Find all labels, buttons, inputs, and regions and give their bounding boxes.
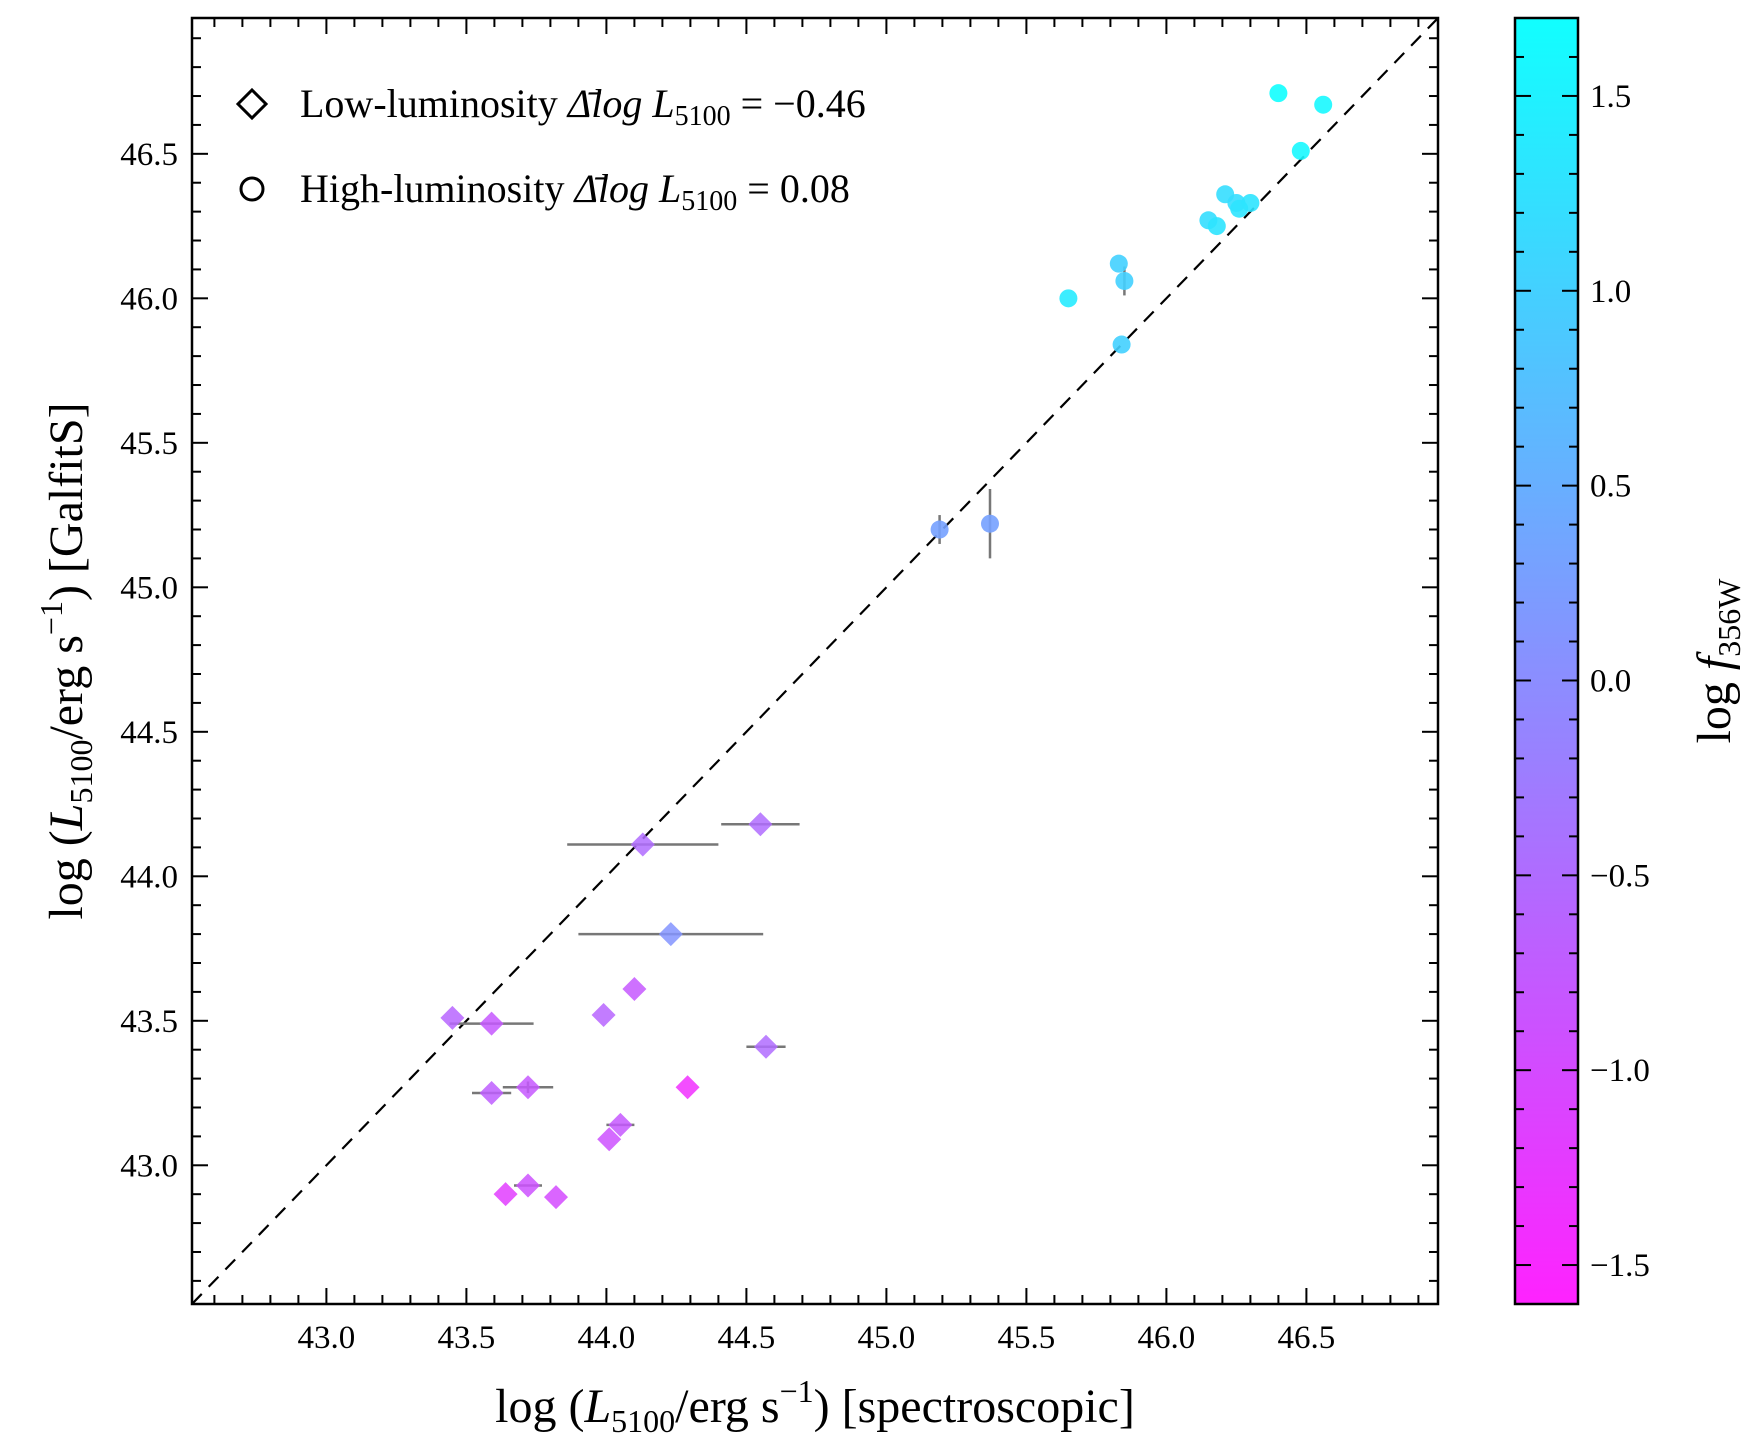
colorbar-tick-label: 1.5 <box>1590 79 1631 115</box>
x-tick-label: 44.0 <box>578 1320 636 1356</box>
diamond-point <box>591 1003 616 1028</box>
x-tick-label: 44.5 <box>718 1320 776 1356</box>
legend-low-stat-sub: 5100 <box>675 101 731 132</box>
colorbar-label: log f356W <box>1688 578 1747 744</box>
x-tick-labels: 43.0 43.5 44.0 44.5 45.0 45.5 46.0 46.5 <box>298 1320 1336 1356</box>
circle-point <box>930 520 949 539</box>
diamond-point <box>622 977 647 1002</box>
y-tick-label: 45.5 <box>120 426 178 462</box>
circle-point <box>981 514 999 533</box>
legend-low-stat: Δ̄log L <box>566 81 675 126</box>
y-tick-label: 44.5 <box>120 715 178 751</box>
legend: Low-luminosity Δ̄log L5100 = −0.46 High-… <box>235 81 866 217</box>
colorbar-tick-label: 0.0 <box>1590 663 1631 699</box>
colorbar-tick-label: 0.5 <box>1590 469 1631 505</box>
diamond-point <box>440 1005 465 1030</box>
diamond-point <box>675 1075 700 1100</box>
legend-circle-marker <box>239 176 265 202</box>
legend-low-name: Low-luminosity <box>300 81 568 126</box>
diamond-point <box>493 1182 518 1207</box>
legend-high-stat-sub: 5100 <box>681 186 737 217</box>
x-tick-label: 43.5 <box>438 1320 496 1356</box>
diamond-point <box>608 1112 633 1137</box>
circle-point <box>1241 193 1260 212</box>
circle-point <box>1269 84 1288 103</box>
x-tick-label: 45.0 <box>858 1320 916 1356</box>
y-tick-label: 46.5 <box>120 137 178 173</box>
diamond-point <box>630 832 655 857</box>
legend-high-name: High-luminosity <box>300 166 574 211</box>
y-tick-label: 46.0 <box>120 281 178 317</box>
circle-point <box>1314 95 1333 114</box>
legend-entry-high-luminosity: High-luminosity Δ̄log L5100 = 0.08 <box>239 166 850 217</box>
x-tick-label: 43.0 <box>298 1320 356 1356</box>
svg-text:Low-luminosity Δ̄log L5100 = −: Low-luminosity Δ̄log L5100 = −0.46 <box>300 81 866 132</box>
legend-low-value: = −0.46 <box>731 81 866 126</box>
circle-point <box>1109 254 1128 273</box>
x-tick-label: 46.5 <box>1278 1320 1336 1356</box>
diamond-point <box>748 812 773 837</box>
error-bars <box>449 266 1126 1187</box>
circle-point <box>1115 271 1134 290</box>
legend-high-stat: Δ̄log L <box>572 166 681 211</box>
colorbar-tick-label: 1.0 <box>1590 274 1631 310</box>
circle-point <box>1291 141 1310 160</box>
legend-entry-low-luminosity: Low-luminosity Δ̄log L5100 = −0.46 <box>235 81 866 132</box>
diamond-point <box>516 1075 540 1100</box>
x-axis-label: log (L5100/erg s−1) [spectroscopic] <box>495 1373 1135 1439</box>
y-tick-label: 43.5 <box>120 1004 178 1040</box>
colorbar-tick-label: −1.0 <box>1590 1053 1650 1089</box>
y-axis-label: log (L5100/erg s−1) [GalfitS] <box>33 402 99 919</box>
axis-ticks <box>192 18 1438 1304</box>
colorbar: −1.5 −1.0 −0.5 0.0 0.5 1.0 1.5 log f356W <box>1513 16 1747 1306</box>
diamond-point <box>516 1173 540 1198</box>
colorbar-ticks: −1.5 −1.0 −0.5 0.0 0.5 1.0 1.5 <box>1515 17 1650 1284</box>
colorbar-tick-label: −1.5 <box>1590 1248 1650 1284</box>
y-tick-labels: 43.0 43.5 44.0 44.5 45.0 45.5 46.0 46.5 <box>120 137 178 1184</box>
circle-point <box>1112 335 1131 354</box>
diamond-point <box>479 1081 504 1106</box>
y-tick-label: 45.0 <box>120 570 178 606</box>
diamond-point <box>754 1034 778 1059</box>
x-tick-label: 46.0 <box>1138 1320 1196 1356</box>
x-tick-label: 45.5 <box>998 1320 1056 1356</box>
diamond-point <box>544 1185 568 1210</box>
data-points <box>440 84 1333 1210</box>
diamond-point <box>658 922 683 947</box>
diamond-point <box>597 1127 622 1152</box>
svg-text:High-luminosity Δ̄log L5100 =: High-luminosity Δ̄log L5100 = 0.08 <box>300 166 850 217</box>
one-to-one-line <box>192 18 1438 1304</box>
circle-point <box>1059 289 1078 308</box>
legend-high-value: = 0.08 <box>737 166 850 211</box>
colorbar-gradient <box>1513 16 1580 1306</box>
diamond-point <box>479 1011 504 1036</box>
colorbar-tick-label: −0.5 <box>1590 858 1650 894</box>
legend-diamond-marker <box>235 87 269 121</box>
y-tick-label: 43.0 <box>120 1148 178 1184</box>
circle-point <box>1207 217 1226 236</box>
plot-frame <box>190 16 1440 1306</box>
y-tick-label: 44.0 <box>120 859 178 895</box>
